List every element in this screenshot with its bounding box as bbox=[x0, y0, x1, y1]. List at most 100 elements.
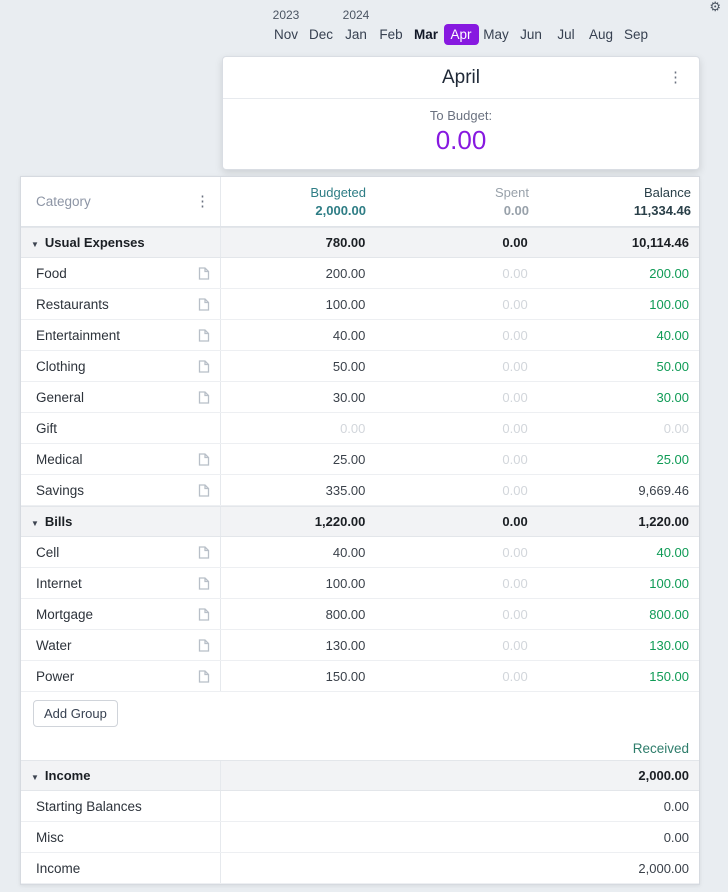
budgeted-cell[interactable]: 0.00 bbox=[340, 420, 366, 436]
category-name[interactable]: Cell bbox=[36, 544, 60, 560]
balance-cell[interactable]: 150.00 bbox=[649, 668, 690, 684]
month-menu-button[interactable]: ⋮ bbox=[668, 69, 683, 86]
note-icon[interactable] bbox=[198, 266, 210, 280]
received-cell[interactable]: 0.00 bbox=[663, 829, 689, 845]
balance-cell[interactable]: 9,669.46 bbox=[638, 482, 690, 498]
spent-cell[interactable]: 0.00 bbox=[502, 482, 528, 498]
group-name-cell[interactable]: ▼ Bills bbox=[21, 507, 221, 536]
note-icon[interactable] bbox=[198, 545, 210, 559]
category-name-cell[interactable]: Savings bbox=[21, 475, 221, 505]
received-cell[interactable]: 0.00 bbox=[663, 798, 689, 814]
month-apr[interactable]: Apr bbox=[443, 24, 479, 45]
category-name[interactable]: Income bbox=[36, 860, 81, 876]
balance-cell[interactable]: 25.00 bbox=[656, 451, 690, 467]
note-icon[interactable] bbox=[198, 328, 210, 342]
balance-cell[interactable]: 40.00 bbox=[656, 327, 690, 343]
note-icon[interactable] bbox=[198, 638, 210, 652]
category-name-cell[interactable]: Cell bbox=[21, 537, 221, 567]
balance-cell[interactable]: 200.00 bbox=[649, 265, 690, 281]
category-name-cell[interactable]: Gift bbox=[21, 413, 221, 443]
collapse-arrow-icon[interactable]: ▼ bbox=[31, 518, 39, 528]
month-aug[interactable]: Aug bbox=[588, 27, 614, 42]
note-icon[interactable] bbox=[198, 452, 210, 466]
category-name-cell[interactable]: Misc bbox=[21, 822, 221, 852]
month-jan[interactable]: Jan bbox=[345, 27, 367, 42]
category-name-cell[interactable]: Food bbox=[21, 258, 221, 288]
note-icon[interactable] bbox=[198, 390, 210, 404]
balance-cell[interactable]: 0.00 bbox=[663, 420, 690, 436]
category-name[interactable]: Food bbox=[36, 265, 67, 281]
budgeted-cell[interactable]: 30.00 bbox=[332, 389, 366, 405]
balance-cell[interactable]: 100.00 bbox=[649, 296, 690, 312]
month-may[interactable]: May bbox=[483, 27, 509, 42]
balance-cell[interactable]: 50.00 bbox=[656, 358, 690, 374]
category-name-cell[interactable]: Entertainment bbox=[21, 320, 221, 350]
add-group-button[interactable]: Add Group bbox=[33, 700, 118, 727]
budgeted-cell[interactable]: 40.00 bbox=[332, 327, 366, 343]
category-name[interactable]: Internet bbox=[36, 575, 82, 591]
category-name-cell[interactable]: General bbox=[21, 382, 221, 412]
category-name[interactable]: Gift bbox=[36, 420, 58, 436]
category-name-cell[interactable]: Internet bbox=[21, 568, 221, 598]
group-name[interactable]: Bills bbox=[44, 513, 73, 529]
category-name[interactable]: Power bbox=[36, 668, 75, 684]
budgeted-cell[interactable]: 335.00 bbox=[325, 482, 366, 498]
category-name[interactable]: Water bbox=[36, 637, 72, 653]
spent-cell[interactable]: 0.00 bbox=[502, 606, 528, 622]
spent-cell[interactable]: 0.00 bbox=[502, 265, 528, 281]
note-icon[interactable] bbox=[198, 483, 210, 497]
group-name-cell[interactable]: ▼ Income bbox=[21, 761, 221, 790]
spent-cell[interactable]: 0.00 bbox=[502, 420, 528, 436]
month-dec[interactable]: Dec bbox=[308, 27, 333, 42]
category-name[interactable]: Entertainment bbox=[36, 327, 121, 343]
category-name-cell[interactable]: Restaurants bbox=[21, 289, 221, 319]
category-name-cell[interactable]: Medical bbox=[21, 444, 221, 474]
note-icon[interactable] bbox=[198, 359, 210, 373]
balance-cell[interactable]: 100.00 bbox=[649, 575, 690, 591]
budgeted-cell[interactable]: 800.00 bbox=[325, 606, 366, 622]
received-cell[interactable]: 2,000.00 bbox=[638, 860, 689, 876]
note-icon[interactable] bbox=[198, 669, 210, 683]
group-name[interactable]: Income bbox=[44, 767, 91, 783]
budgeted-cell[interactable]: 130.00 bbox=[325, 637, 366, 653]
note-icon[interactable] bbox=[198, 576, 210, 590]
note-icon[interactable] bbox=[198, 607, 210, 621]
category-name-cell[interactable]: Starting Balances bbox=[21, 791, 221, 821]
category-name[interactable]: Misc bbox=[36, 829, 64, 845]
spent-cell[interactable]: 0.00 bbox=[502, 451, 528, 467]
spent-cell[interactable]: 0.00 bbox=[502, 668, 528, 684]
settings-gear-icon[interactable]: ⚙ bbox=[709, 0, 721, 14]
spent-cell[interactable]: 0.00 bbox=[502, 575, 528, 591]
spent-cell[interactable]: 0.00 bbox=[502, 544, 528, 560]
spent-cell[interactable]: 0.00 bbox=[502, 389, 528, 405]
category-name-cell[interactable]: Power bbox=[21, 661, 221, 691]
category-name[interactable]: General bbox=[36, 389, 85, 405]
category-name[interactable]: Clothing bbox=[36, 358, 86, 374]
category-name[interactable]: Medical bbox=[36, 451, 83, 467]
budgeted-cell[interactable]: 40.00 bbox=[332, 544, 366, 560]
balance-cell[interactable]: 40.00 bbox=[656, 544, 690, 560]
spent-cell[interactable]: 0.00 bbox=[502, 296, 528, 312]
category-name[interactable]: Starting Balances bbox=[36, 798, 142, 814]
category-name-cell[interactable]: Water bbox=[21, 630, 221, 660]
budgeted-cell[interactable]: 25.00 bbox=[332, 451, 366, 467]
month-mar[interactable]: Mar bbox=[413, 27, 438, 42]
month-jul[interactable]: Jul bbox=[557, 27, 575, 42]
group-name-cell[interactable]: ▼ Usual Expenses bbox=[21, 228, 221, 257]
note-icon[interactable] bbox=[198, 297, 210, 311]
category-name[interactable]: Restaurants bbox=[36, 296, 109, 312]
balance-cell[interactable]: 130.00 bbox=[649, 637, 690, 653]
balance-cell[interactable]: 30.00 bbox=[656, 389, 690, 405]
budgeted-cell[interactable]: 50.00 bbox=[332, 358, 366, 374]
to-budget-amount[interactable]: 0.00 bbox=[435, 125, 487, 155]
budgeted-cell[interactable]: 150.00 bbox=[325, 668, 366, 684]
category-name-cell[interactable]: Clothing bbox=[21, 351, 221, 381]
month-jun[interactable]: Jun bbox=[520, 27, 542, 42]
month-feb[interactable]: Feb bbox=[379, 27, 403, 42]
category-name-cell[interactable]: Income bbox=[21, 853, 221, 883]
budgeted-cell[interactable]: 100.00 bbox=[325, 575, 366, 591]
spent-cell[interactable]: 0.00 bbox=[502, 358, 528, 374]
spent-cell[interactable]: 0.00 bbox=[502, 327, 528, 343]
month-nov[interactable]: Nov bbox=[273, 27, 298, 42]
category-menu-button[interactable]: ⋮ bbox=[195, 193, 210, 210]
